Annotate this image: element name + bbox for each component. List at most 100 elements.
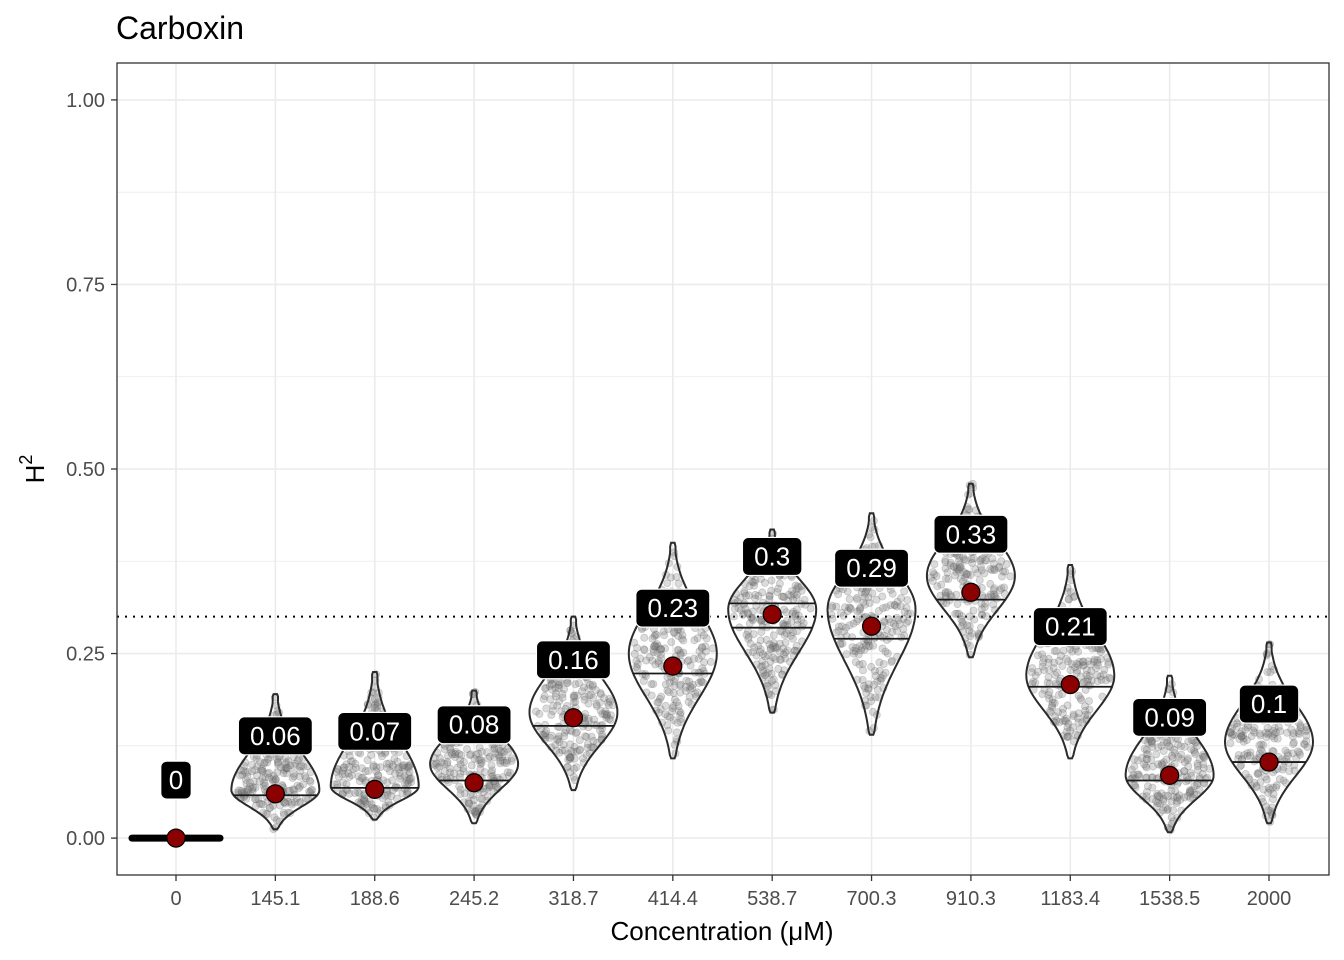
jitter-point xyxy=(685,692,694,701)
jitter-point xyxy=(270,813,279,822)
jitter-point xyxy=(1038,650,1047,659)
jitter-point xyxy=(440,759,449,768)
jitter-point xyxy=(1063,701,1072,710)
jitter-point xyxy=(570,691,579,700)
jitter-point xyxy=(355,789,364,798)
jitter-point xyxy=(603,698,612,707)
jitter-point xyxy=(601,707,610,716)
jitter-point xyxy=(555,678,564,687)
jitter-point xyxy=(697,644,706,653)
jitter-point xyxy=(260,759,269,768)
jitter-point xyxy=(569,692,578,701)
jitter-point xyxy=(354,772,363,781)
jitter-point xyxy=(432,759,441,768)
jitter-point xyxy=(289,769,298,778)
value-label: 0.33 xyxy=(933,514,1009,554)
jitter-point xyxy=(280,798,289,807)
jitter-point xyxy=(398,763,407,772)
jitter-point xyxy=(1289,729,1298,738)
jitter-point xyxy=(377,752,386,761)
jitter-point xyxy=(582,732,591,741)
jitter-point xyxy=(371,700,380,709)
jitter-point xyxy=(485,781,494,790)
jitter-point xyxy=(456,785,465,794)
jitter-point xyxy=(576,745,585,754)
jitter-point xyxy=(584,684,593,693)
jitter-point xyxy=(260,778,269,787)
value-label-text: 0.29 xyxy=(846,553,897,583)
jitter-point xyxy=(566,740,575,749)
jitter-point xyxy=(283,764,292,773)
jitter-point xyxy=(566,753,575,762)
jitter-point xyxy=(482,748,491,757)
jitter-point xyxy=(672,698,681,707)
jitter-point xyxy=(261,781,270,790)
jitter-point xyxy=(374,771,383,780)
violins xyxy=(128,479,1315,848)
jitter-point xyxy=(400,771,409,780)
jitter-point xyxy=(730,604,739,613)
jitter-point xyxy=(235,771,244,780)
jitter-point xyxy=(969,554,978,563)
jitter-point xyxy=(787,618,796,627)
jitter-point xyxy=(558,693,567,702)
jitter-point xyxy=(1195,755,1204,764)
jitter-point xyxy=(575,679,584,688)
jitter-point xyxy=(437,758,446,767)
jitter-point xyxy=(855,642,864,651)
mean-point xyxy=(464,773,484,793)
mean-point xyxy=(762,604,782,625)
jitter-point xyxy=(376,763,385,772)
jitter-point xyxy=(879,660,888,669)
value-label: 0 xyxy=(160,760,192,800)
jitter-point xyxy=(494,751,503,760)
jitter-point xyxy=(306,777,315,786)
jitter-point xyxy=(558,746,567,755)
mean-point xyxy=(961,582,981,602)
value-label: 0.06 xyxy=(237,716,313,756)
jitter-point xyxy=(598,730,607,739)
jitter-point xyxy=(756,636,765,645)
value-label: 0.23 xyxy=(635,588,711,628)
jitter-point xyxy=(1186,769,1195,778)
jitter-point xyxy=(468,806,477,815)
jitter-point xyxy=(307,786,316,795)
jitter-point xyxy=(868,589,877,598)
jitter-point xyxy=(872,595,881,604)
jitter-point xyxy=(834,590,843,599)
jitter-point xyxy=(433,763,442,772)
jitter-point xyxy=(358,773,367,782)
jitter-point xyxy=(674,579,683,588)
jitter-point xyxy=(372,763,381,772)
jitter-point xyxy=(459,767,468,776)
jitter-point xyxy=(881,668,890,677)
jitter-point xyxy=(1148,783,1157,792)
jitter-point xyxy=(449,769,458,778)
jitter-point xyxy=(471,808,480,817)
jitter-point xyxy=(657,650,666,659)
jitter-point xyxy=(395,774,404,783)
jitter-point xyxy=(253,762,262,771)
jitter-point xyxy=(271,775,280,784)
jitter-point xyxy=(488,766,497,775)
jitter-point xyxy=(973,569,982,578)
jitter-point xyxy=(633,660,642,669)
jitter-point xyxy=(589,693,598,702)
jitter-point xyxy=(464,797,473,806)
jitter-point xyxy=(1245,751,1254,760)
x-tick-label: 910.3 xyxy=(946,888,996,910)
jitter-point xyxy=(357,774,366,783)
jitter-point xyxy=(390,754,399,763)
jitter-point xyxy=(667,638,676,647)
jitter-point xyxy=(279,769,288,778)
jitter-point xyxy=(1067,660,1076,669)
jitter-point xyxy=(503,745,512,754)
y-tick-label: 0.00 xyxy=(66,828,105,850)
jitter-point xyxy=(1058,709,1067,718)
violin-0 xyxy=(128,828,224,848)
jitter-point xyxy=(555,697,564,706)
jitter-point xyxy=(541,684,550,693)
jitter-point xyxy=(368,803,377,812)
x-axis-title: Concentration (μM) xyxy=(610,916,833,946)
jitter-point xyxy=(1066,588,1075,597)
